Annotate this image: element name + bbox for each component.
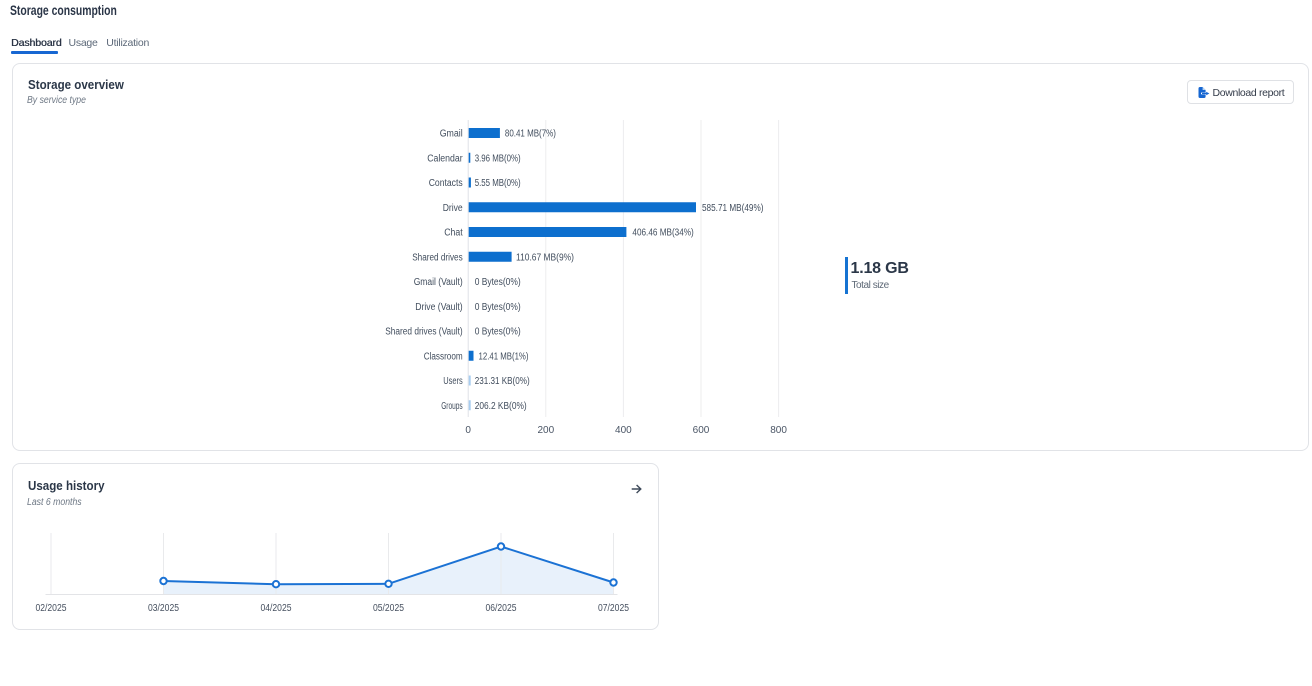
svg-text:Contacts: Contacts [429, 178, 463, 189]
svg-text:Users: Users [443, 376, 463, 387]
svg-text:0 Bytes(0%): 0 Bytes(0%) [475, 302, 521, 313]
svg-text:0: 0 [465, 425, 471, 436]
svg-text:03/2025: 03/2025 [148, 603, 179, 614]
svg-text:Shared drives: Shared drives [412, 252, 463, 263]
svg-text:05/2025: 05/2025 [373, 603, 404, 614]
svg-text:231.31 KB(0%): 231.31 KB(0%) [475, 376, 530, 387]
svg-text:3.96 MB(0%): 3.96 MB(0%) [475, 153, 521, 164]
svg-text:400: 400 [615, 425, 632, 436]
svg-text:206.2 KB(0%): 206.2 KB(0%) [475, 401, 527, 412]
svg-text:Gmail: Gmail [440, 129, 463, 140]
svg-text:Drive (Vault): Drive (Vault) [415, 302, 463, 313]
svg-text:110.67 MB(9%): 110.67 MB(9%) [516, 252, 574, 263]
svg-text:Chat: Chat [444, 228, 463, 239]
svg-text:06/2025: 06/2025 [486, 603, 517, 614]
svg-text:Calendar: Calendar [427, 153, 463, 164]
svg-text:02/2025: 02/2025 [36, 603, 67, 614]
svg-text:0 Bytes(0%): 0 Bytes(0%) [475, 327, 521, 338]
svg-text:Classroom: Classroom [424, 351, 463, 362]
svg-text:200: 200 [537, 425, 554, 436]
svg-text:12.41 MB(1%): 12.41 MB(1%) [479, 351, 529, 362]
svg-text:600: 600 [693, 425, 710, 436]
svg-text:406.46 MB(34%): 406.46 MB(34%) [632, 228, 693, 239]
svg-text:Groups: Groups [441, 401, 463, 412]
svg-text:800: 800 [770, 425, 787, 436]
svg-text:585.71 MB(49%): 585.71 MB(49%) [702, 203, 764, 214]
svg-text:Shared drives (Vault): Shared drives (Vault) [385, 327, 463, 338]
svg-text:04/2025: 04/2025 [261, 603, 292, 614]
svg-text:07/2025: 07/2025 [598, 603, 629, 614]
svg-text:Gmail (Vault): Gmail (Vault) [414, 277, 463, 288]
svg-text:Drive: Drive [443, 203, 463, 214]
svg-text:0 Bytes(0%): 0 Bytes(0%) [475, 277, 521, 288]
svg-text:5.55 MB(0%): 5.55 MB(0%) [475, 178, 521, 189]
svg-text:80.41 MB(7%): 80.41 MB(7%) [505, 129, 556, 140]
